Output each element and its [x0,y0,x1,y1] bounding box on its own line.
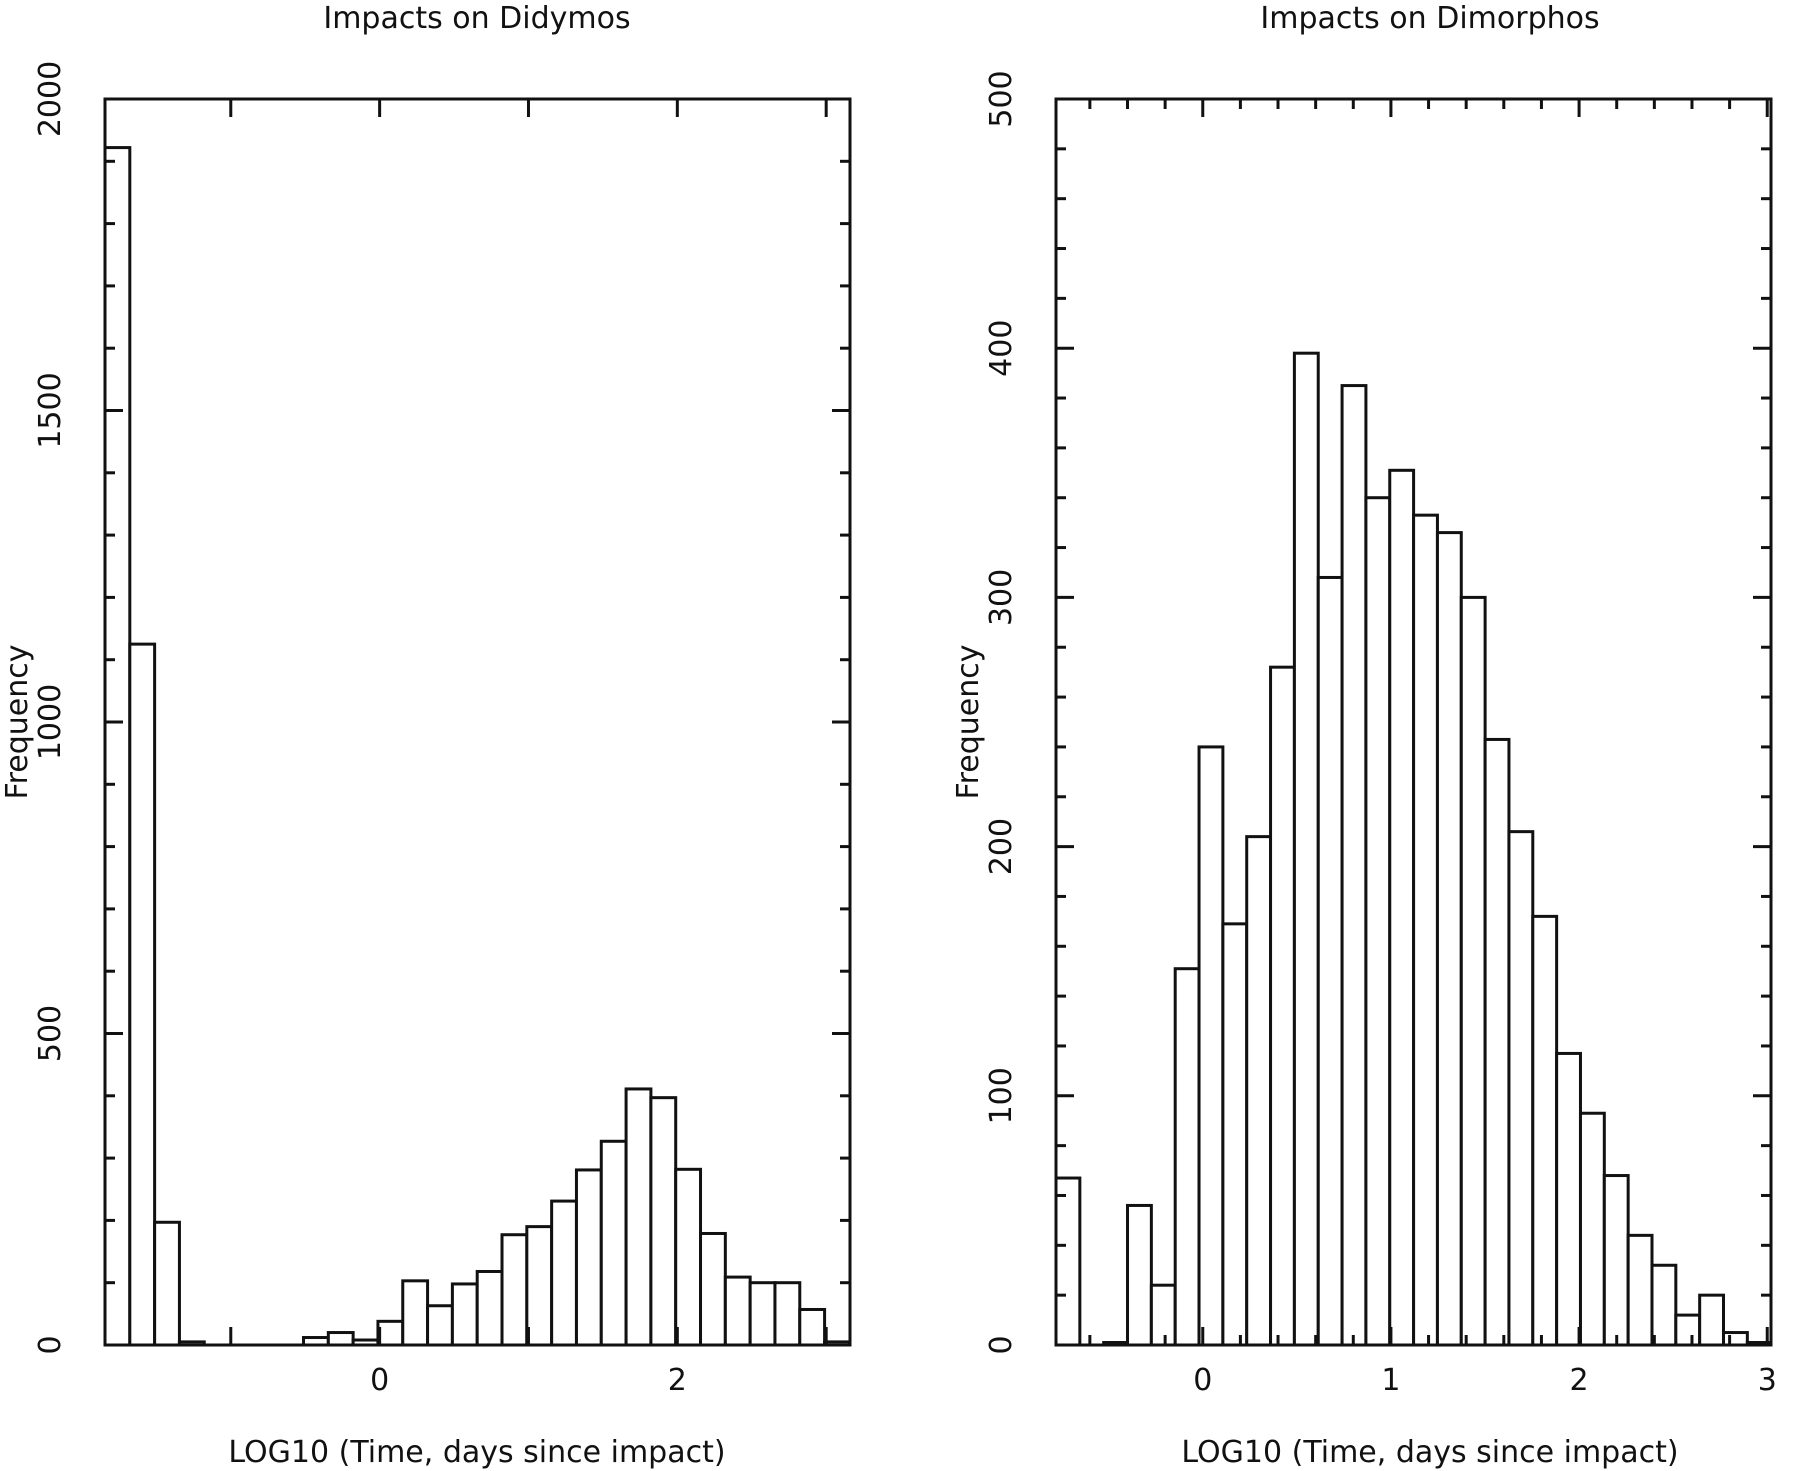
histogram-bar [475,1269,504,1345]
histogram-bar [1221,922,1249,1345]
histogram-bar [1388,468,1416,1345]
histogram-bar [105,146,132,1345]
histogram-bar [525,1225,554,1345]
x-tick-label: 2 [1570,1363,1589,1398]
y-axis-label: Frequency [0,645,35,800]
histogram-bar [1364,496,1392,1345]
histogram-bar [674,1167,703,1345]
y-tick-label: 500 [984,70,1019,127]
histogram-bar [1316,575,1344,1345]
histogram-bar [1173,967,1201,1345]
histogram-bar [1126,1203,1153,1345]
histogram-bar [1197,745,1225,1345]
y-tick-label: 300 [984,569,1019,626]
x-tick-label: 0 [1193,1363,1212,1398]
x-tick-label: 3 [1758,1363,1777,1398]
histogram-bar [128,642,157,1345]
histogram-bar [1269,665,1296,1345]
y-tick-label: 200 [984,818,1019,875]
y-axis-label: Frequency [951,645,986,800]
histogram-bar [401,1279,430,1345]
histogram-bar [1292,351,1320,1345]
histogram-bar [1149,1283,1177,1345]
y-tick-label: 500 [33,1005,68,1062]
histogram-bar [1056,1176,1082,1345]
histogram-bar [1435,531,1463,1345]
y-tick-label: 400 [984,320,1019,377]
histogram-bar [649,1096,678,1345]
histogram-bar [748,1281,777,1345]
histogram-bar [177,1340,206,1345]
histogram-bar [450,1282,479,1345]
histogram-bar [426,1304,454,1345]
histogram-bar [500,1233,529,1345]
y-tick-label: 2000 [33,61,68,137]
x-tick-label: 1 [1381,1363,1400,1398]
panel-dimorphos: Impacts on Dimorphos LOG10 (Time, days s… [951,1,1777,1470]
y-tick-label: 1500 [33,372,68,448]
histogram-bar [1531,914,1559,1345]
histogram-bar [599,1139,628,1345]
histogram-bar [699,1231,727,1345]
histogram-bar [1483,737,1511,1345]
histogram-bar [798,1307,827,1345]
x-axis-label: LOG10 (Time, days since impact) [1181,1435,1678,1470]
histogram-bar [723,1275,752,1345]
histogram-bar [1245,835,1273,1345]
histogram-bar [1459,595,1487,1345]
histogram-bar [1555,1051,1582,1345]
y-tick-label: 0 [33,1335,68,1354]
histogram-bar [1340,384,1368,1345]
histogram-bar [773,1281,802,1345]
plot-frame [1054,97,1773,1347]
histogram-bar [1698,1293,1726,1345]
histogram-bar [1578,1111,1606,1345]
x-tick-label: 0 [370,1363,389,1398]
histogram-bar [574,1168,603,1345]
x-axis-label: LOG10 (Time, days since impact) [228,1435,725,1470]
histogram-bar [1412,513,1439,1345]
plot-frame [103,97,852,1347]
x-tick-label: 2 [668,1363,687,1398]
histogram-bar [1626,1233,1654,1345]
chart-title: Impacts on Dimorphos [1260,1,1599,36]
y-tick-label: 100 [984,1067,1019,1124]
histogram-bar [1602,1174,1630,1345]
histogram-bar [1722,1331,1749,1345]
histogram-bar [624,1087,653,1345]
y-tick-label: 0 [984,1335,1019,1354]
histogram-bar [1507,830,1535,1345]
histogram-bar [1674,1313,1702,1345]
bars [105,146,850,1345]
histogram-bar [550,1199,578,1345]
y-tick-label: 1000 [33,684,68,760]
chart-title: Impacts on Didymos [323,1,630,36]
histogram-bar [326,1331,355,1345]
histogram-bar [1650,1263,1678,1345]
histogram-bar [376,1319,405,1345]
histogram-bar [153,1220,181,1345]
bars [1056,351,1771,1345]
panel-didymos: Impacts on Didymos LOG10 (Time, days sin… [0,1,852,1470]
